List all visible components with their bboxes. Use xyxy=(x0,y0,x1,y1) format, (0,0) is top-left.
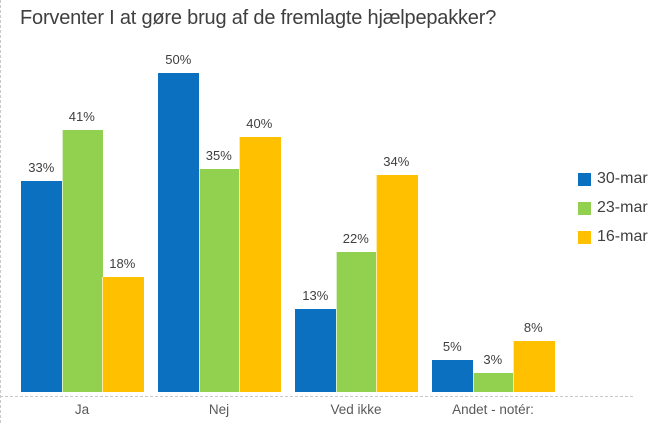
legend: 30-mar 23-mar 16-mar xyxy=(578,170,648,259)
category-label-Ved ikke: Ved ikke xyxy=(330,402,382,417)
bar-value-label: 34% xyxy=(383,154,410,170)
bar-30-mar-Andet - notér: xyxy=(432,360,473,392)
bar-value-label: 13% xyxy=(302,288,329,304)
bar-value-label: 3% xyxy=(483,351,503,367)
legend-label: 23-mar xyxy=(597,199,648,216)
bar-16-mar-Ved ikke xyxy=(376,175,418,392)
bar-23-mar-Ja xyxy=(61,130,103,392)
bar-value-label: 35% xyxy=(205,147,232,163)
bar-value-label: 40% xyxy=(246,115,273,131)
bar-value-label: 8% xyxy=(523,319,543,335)
bar-23-mar-Nej xyxy=(198,168,240,392)
category-label-Ja: Ja xyxy=(74,402,90,417)
bar-30-mar-Ja xyxy=(21,181,62,392)
bar-23-mar-Andet - notér: xyxy=(472,372,514,392)
category-label-Andet - notér:: Andet - notér: xyxy=(452,402,534,417)
bar-30-mar-Nej xyxy=(158,73,199,392)
bar-16-mar-Andet - notér: xyxy=(513,340,555,392)
legend-item-23-mar: 23-mar xyxy=(578,199,648,216)
bar-value-label: 22% xyxy=(342,230,369,246)
bar-16-mar-Ja xyxy=(102,277,144,392)
bar-value-label: 5% xyxy=(442,339,462,355)
legend-swatch-icon xyxy=(578,172,591,186)
legend-label: 30-mar xyxy=(597,170,648,187)
legend-swatch-icon xyxy=(578,201,591,215)
legend-item-16-mar: 16-mar xyxy=(578,228,648,245)
bar-value-label: 41% xyxy=(68,109,95,125)
bar-16-mar-Nej xyxy=(239,136,281,392)
legend-label: 16-mar xyxy=(597,228,648,245)
chart-title: Forventer I at gøre brug af de fremlagte… xyxy=(20,7,497,29)
category-label-Nej: Nej xyxy=(208,402,230,417)
legend-swatch-icon xyxy=(578,230,591,244)
bar-value-label: 18% xyxy=(109,256,136,272)
placeholder-border-bottom xyxy=(0,396,633,397)
bar-23-mar-Ved ikke xyxy=(335,251,377,392)
bar-value-label: 33% xyxy=(28,160,55,176)
bar-value-label: 50% xyxy=(165,52,192,67)
placeholder-border-left xyxy=(0,0,1,423)
bar-30-mar-Ved ikke xyxy=(295,309,336,392)
legend-item-30-mar: 30-mar xyxy=(578,170,648,187)
